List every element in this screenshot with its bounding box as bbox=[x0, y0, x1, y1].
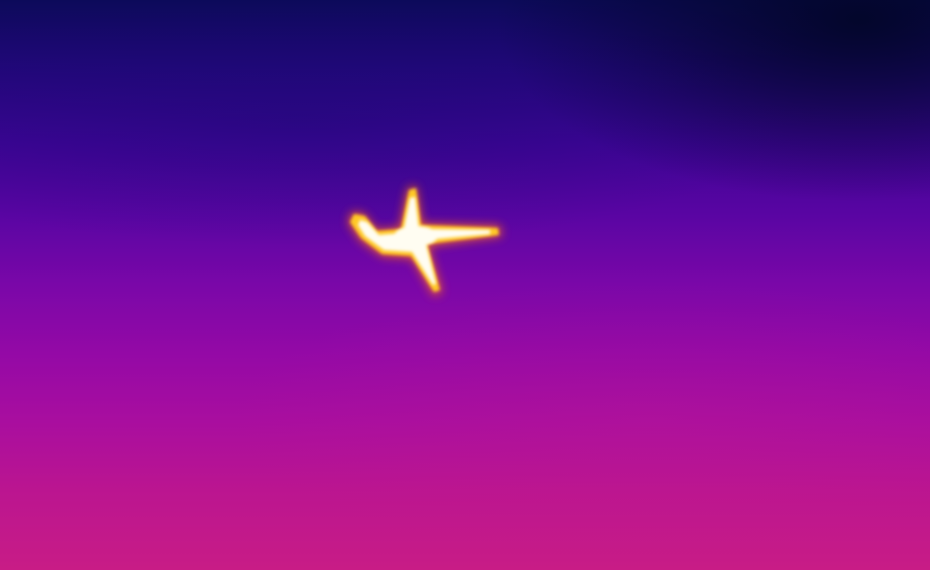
airplane-heat-signature bbox=[330, 168, 515, 308]
airplane-icon bbox=[330, 168, 515, 308]
